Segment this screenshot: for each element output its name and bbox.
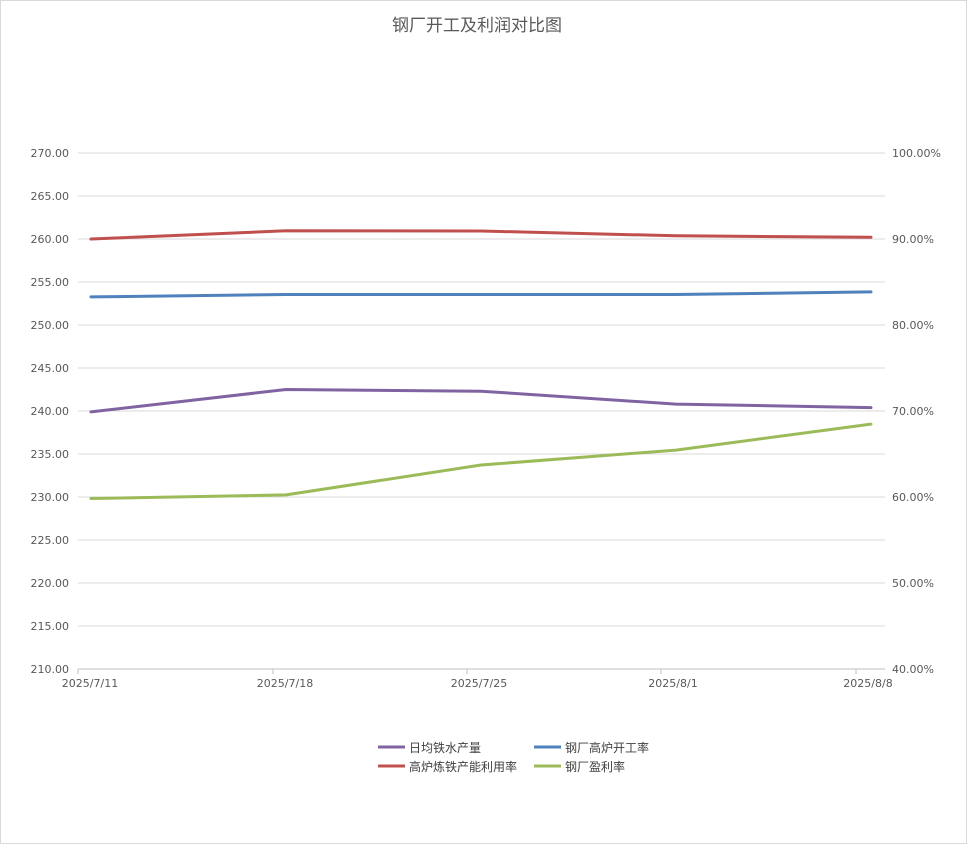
- right-axis-tick-label: 100.00%: [892, 147, 941, 160]
- legend-label: 高炉炼铁产能利用率: [409, 759, 517, 774]
- x-axis-tick-label: 2025/7/11: [62, 677, 118, 690]
- left-axis-tick-label: 210.00: [31, 663, 70, 676]
- left-axis-tick-label: 230.00: [31, 491, 70, 504]
- right-axis-tick-label: 50.00%: [892, 577, 934, 590]
- left-axis-tick-label: 255.00: [31, 276, 70, 289]
- series-lines: [89, 229, 873, 500]
- left-axis-tick-label: 260.00: [31, 233, 70, 246]
- left-axis-tick-label: 270.00: [31, 147, 70, 160]
- gridlines: [78, 152, 885, 670]
- x-axis-tick-label: 2025/8/8: [843, 677, 892, 690]
- series-line: [89, 422, 873, 500]
- right-axis-tick-label: 90.00%: [892, 233, 934, 246]
- right-axis-tick-label: 80.00%: [892, 319, 934, 332]
- left-axis-tick-label: 245.00: [31, 362, 70, 375]
- left-axis-tick-label: 265.00: [31, 190, 70, 203]
- x-axis-tick-label: 2025/7/18: [257, 677, 313, 690]
- axes: 210.00 215.00 220.00 225.00 230.00 235.00 240.…: [31, 147, 941, 690]
- left-axis-tick-label: 220.00: [31, 577, 70, 590]
- right-axis-tick-label: 40.00%: [892, 663, 934, 676]
- series-line: [89, 290, 873, 299]
- series-line: [89, 388, 873, 414]
- right-axis-tick-label: 60.00%: [892, 491, 934, 504]
- left-axis-tick-label: 215.00: [31, 620, 70, 633]
- legend-label: 钢厂盈利率: [565, 759, 625, 774]
- left-axis-tick-label: 225.00: [31, 534, 70, 547]
- chart-title: 钢厂开工及利润对比图: [392, 16, 562, 36]
- right-axis-tick-label: 70.00%: [892, 405, 934, 418]
- left-axis-tick-label: 240.00: [31, 405, 70, 418]
- left-axis-tick-label: 235.00: [31, 448, 70, 461]
- series-line: [89, 229, 873, 241]
- left-axis-tick-label: 250.00: [31, 319, 70, 332]
- legend-label: 日均铁水产量: [409, 741, 481, 755]
- legend-label: 钢厂高炉开工率: [565, 740, 649, 755]
- x-axis-tick-label: 2025/8/1: [648, 677, 697, 690]
- x-axis-tick-label: 2025/7/25: [451, 677, 507, 690]
